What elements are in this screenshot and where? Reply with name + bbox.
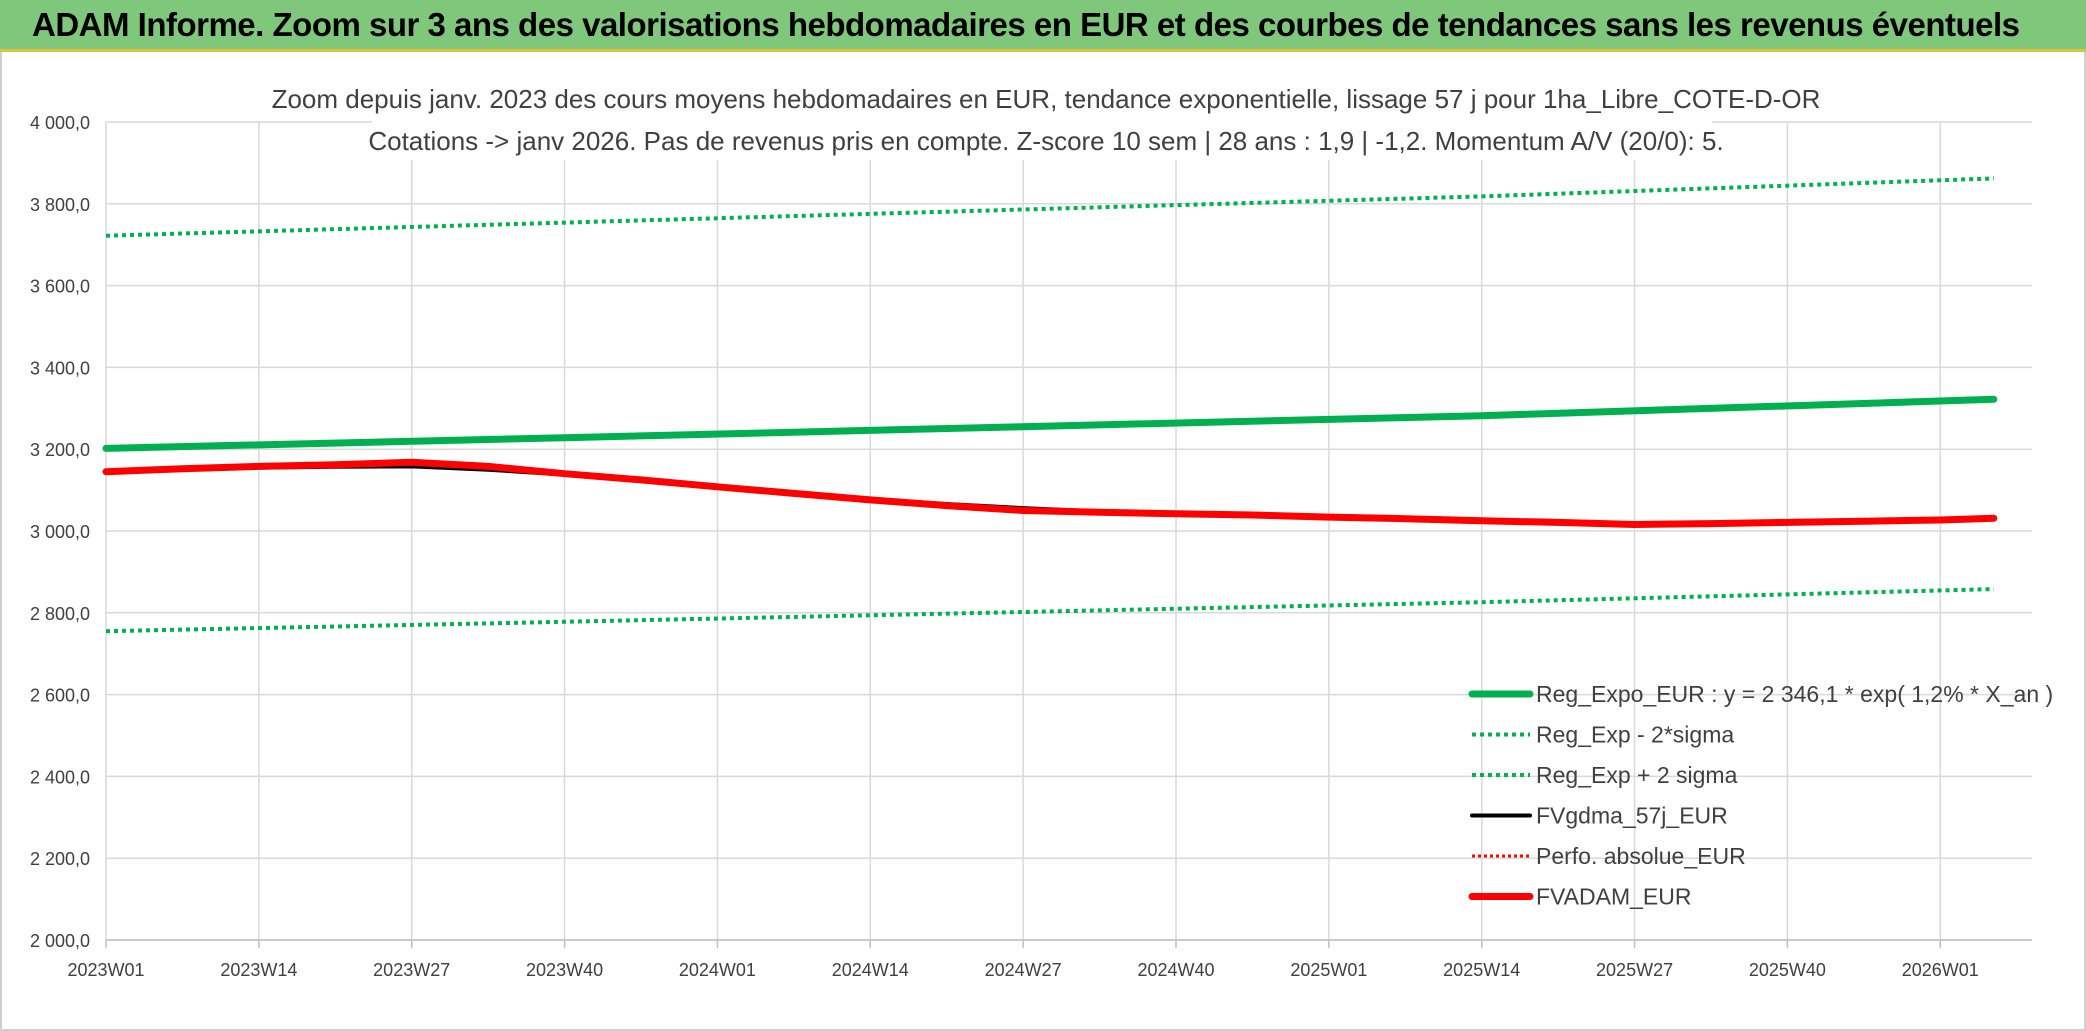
x-tick-label: 2024W01 [679,960,756,980]
x-tick-label: 2023W01 [67,960,144,980]
series-line-0 [102,395,1998,452]
y-tick-label: 3 600,0 [30,277,90,297]
x-tick-label: 2024W27 [985,960,1062,980]
series-line-4 [105,460,1994,526]
x-tick-label: 2025W27 [1596,960,1673,980]
chart-frame: 2 000,0 2 200,0 2 400,0 2 600,0 2 800,0 3 000… [0,52,2086,1031]
legend-label-4: Perfo. absolue_EUR [1536,843,1746,869]
y-tick-label: 3 000,0 [30,522,90,542]
chart-title-line-1: Zoom depuis janv. 2023 des cours moyens … [272,84,1821,114]
legend-label-0: Reg_Expo_EUR : y = 2 346,1 * exp( 1,2% *… [1536,681,2053,707]
x-tick-label: 2025W14 [1443,960,1520,980]
report-banner: ADAM Informe. Zoom sur 3 ans des valoris… [0,0,2086,52]
legend-label-3: FVgdma_57j_EUR [1536,803,1728,829]
x-tick-label: 2024W40 [1137,960,1214,980]
x-tick-label: 2026W01 [1902,960,1979,980]
legend-label-1: Reg_Exp - 2*sigma [1536,722,1734,748]
x-tick-label: 2023W27 [373,960,450,980]
line-chart: 2 000,0 2 200,0 2 400,0 2 600,0 2 800,0 3 000… [30,78,2053,980]
chart-title-line-2: Cotations -> janv 2026. Pas de revenus p… [368,126,1723,156]
y-tick-label: 2 000,0 [30,931,90,951]
y-tick-label: 3 400,0 [30,358,90,378]
legend-label-5: FVADAM_EUR [1536,884,1692,910]
x-tick-label: 2025W01 [1290,960,1367,980]
y-tick-label: 3 200,0 [30,440,90,460]
y-tick-label: 4 000,0 [30,113,90,133]
series-line-1 [105,587,1994,634]
y-tick-label: 2 600,0 [30,686,90,706]
y-tick-label: 2 200,0 [30,849,90,869]
series-line-3 [104,464,1996,526]
series-line-2 [105,176,1994,238]
legend-label-2: Reg_Exp + 2 sigma [1536,762,1738,788]
x-tick-label: 2024W14 [832,960,909,980]
report-title: ADAM Informe. Zoom sur 3 ans des valoris… [32,6,2020,43]
x-tick-label: 2023W40 [526,960,603,980]
series-line-5 [102,458,1998,528]
y-tick-label: 2 400,0 [30,767,90,787]
y-tick-label: 2 800,0 [30,604,90,624]
y-tick-label: 3 800,0 [30,195,90,215]
x-tick-label: 2025W40 [1749,960,1826,980]
x-tick-label: 2023W14 [220,960,297,980]
